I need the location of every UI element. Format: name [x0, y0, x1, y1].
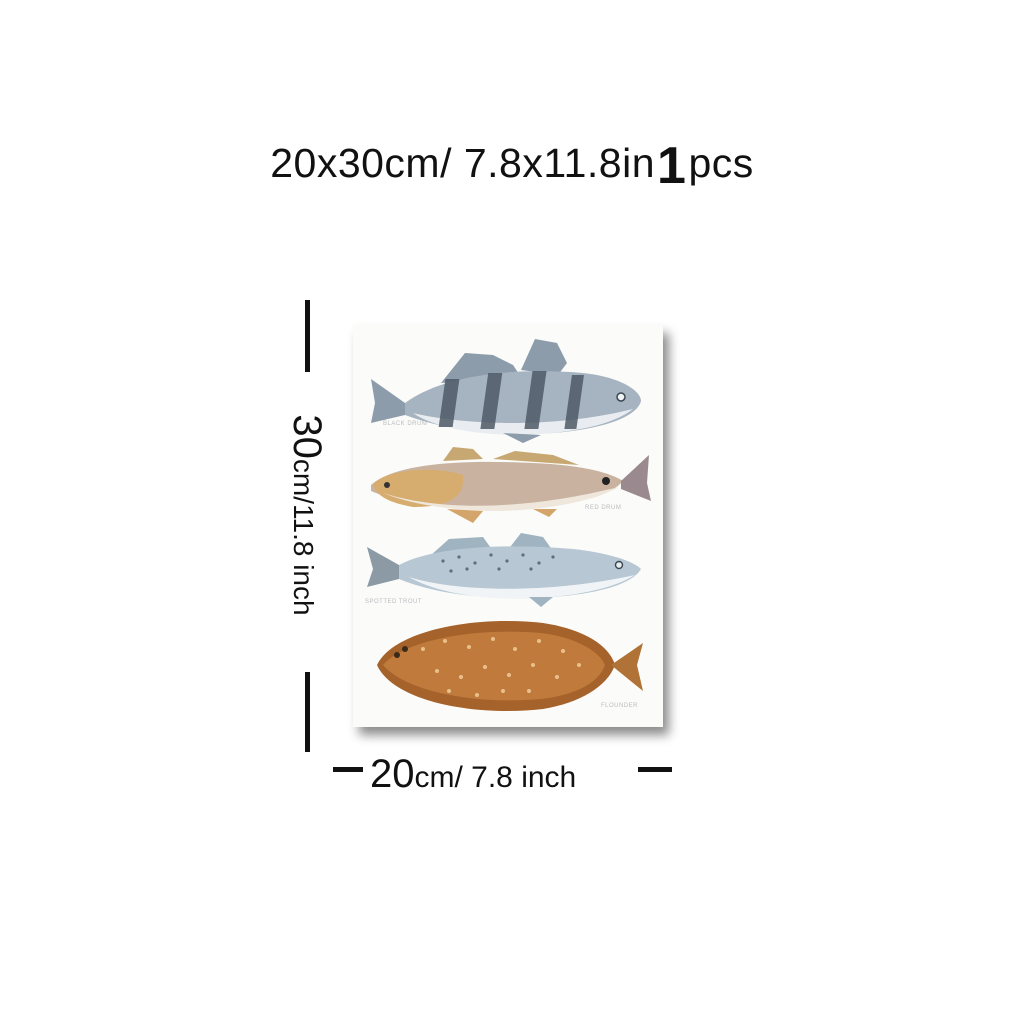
size-text: 20x30cm/ 7.8x11.8in	[270, 140, 656, 186]
width-dimension-label: 20cm/ 7.8 inch	[370, 752, 576, 797]
spotted-seatrout-fish: SPOTTED TROUT	[365, 533, 641, 607]
canvas-print: BLACK DRUM RED DRUM	[353, 325, 663, 727]
height-value: 30	[285, 414, 329, 459]
fish-artwork: BLACK DRUM RED DRUM	[365, 339, 651, 712]
product-size-title: 20x30cm/ 7.8x11.8in1pcs	[0, 136, 1024, 196]
height-line-bottom	[305, 672, 310, 752]
quantity-value: 1	[657, 137, 687, 195]
flounder-fish: FLOUNDER	[377, 620, 643, 712]
black-drum-fish: BLACK DRUM	[371, 339, 641, 443]
red-drum-fish: RED DRUM	[371, 447, 651, 523]
flounder-label: FLOUNDER	[601, 703, 638, 709]
height-unit: cm/11.8 inch	[288, 458, 319, 616]
quantity-unit: pcs	[688, 140, 754, 186]
height-dimension-label: 30cm/11.8 inch	[285, 414, 329, 616]
trout-label: SPOTTED TROUT	[365, 599, 422, 605]
width-unit: cm/ 7.8 inch	[414, 761, 577, 794]
width-line-left	[333, 767, 363, 772]
red-drum-label: RED DRUM	[585, 505, 621, 511]
height-line-top	[305, 300, 310, 372]
width-line-right	[638, 767, 672, 772]
width-value: 20	[370, 752, 415, 796]
black-drum-label: BLACK DRUM	[383, 421, 427, 427]
